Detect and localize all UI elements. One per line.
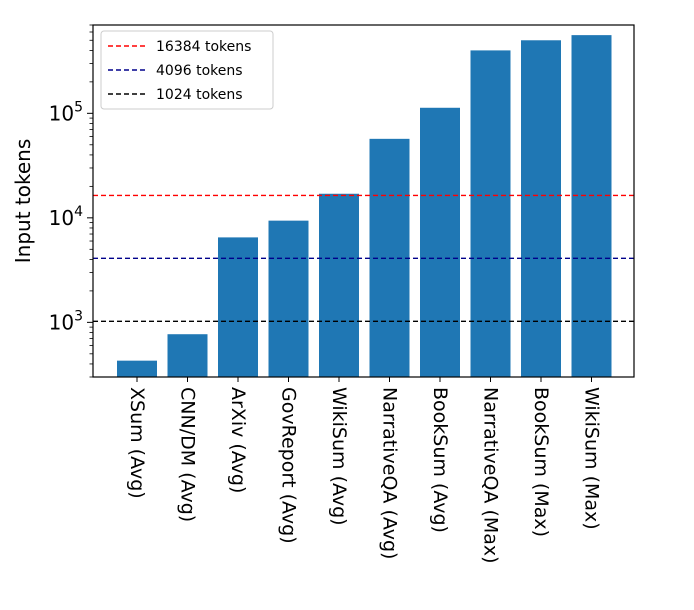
x-tick-label: GovReport (Avg) — [278, 387, 300, 544]
legend-label: 4096 tokens — [156, 63, 243, 79]
legend-label: 1024 tokens — [156, 87, 243, 103]
x-tick-label: WikiSum (Max) — [581, 387, 603, 530]
bar — [117, 360, 157, 377]
legend-box — [100, 30, 274, 110]
legend: 16384 tokens 4096 tokens 1024 tokens — [100, 30, 274, 110]
bar — [319, 193, 359, 377]
bar — [268, 220, 309, 377]
y-tick-label: 103 — [49, 308, 83, 334]
x-tick-label: WikiSum (Avg) — [328, 387, 350, 526]
x-tick-label: NarrativeQA (Avg) — [379, 387, 401, 559]
reference-lines-group — [93, 194, 634, 322]
x-tick-label: BookSum (Max) — [530, 387, 552, 537]
y-tick-label: 104 — [49, 204, 83, 230]
x-axis-ticks: XSum (Avg) CNN/DM (Avg) ArXiv (Avg) GovRepo… — [126, 377, 603, 564]
x-tick-label: XSum (Avg) — [126, 387, 148, 499]
bar — [571, 35, 612, 378]
bar — [167, 334, 208, 377]
y-axis-label: Input tokens — [11, 139, 35, 264]
bar — [420, 107, 460, 377]
x-tick-label: BookSum (Avg) — [429, 387, 451, 533]
x-tick-label: CNN/DM (Avg) — [177, 387, 199, 522]
legend-label: 16384 tokens — [156, 39, 251, 55]
plot-frame — [92, 24, 635, 378]
bar — [521, 40, 561, 377]
x-tick-label: NarrativeQA (Max) — [480, 387, 502, 564]
y-tick-label: 105 — [49, 99, 83, 125]
x-tick-label: ArXiv (Avg) — [227, 387, 249, 493]
bars-group — [117, 35, 612, 378]
bar — [470, 50, 511, 378]
bar — [218, 237, 258, 377]
y-axis-ticks: 103 104 105 — [49, 24, 93, 378]
